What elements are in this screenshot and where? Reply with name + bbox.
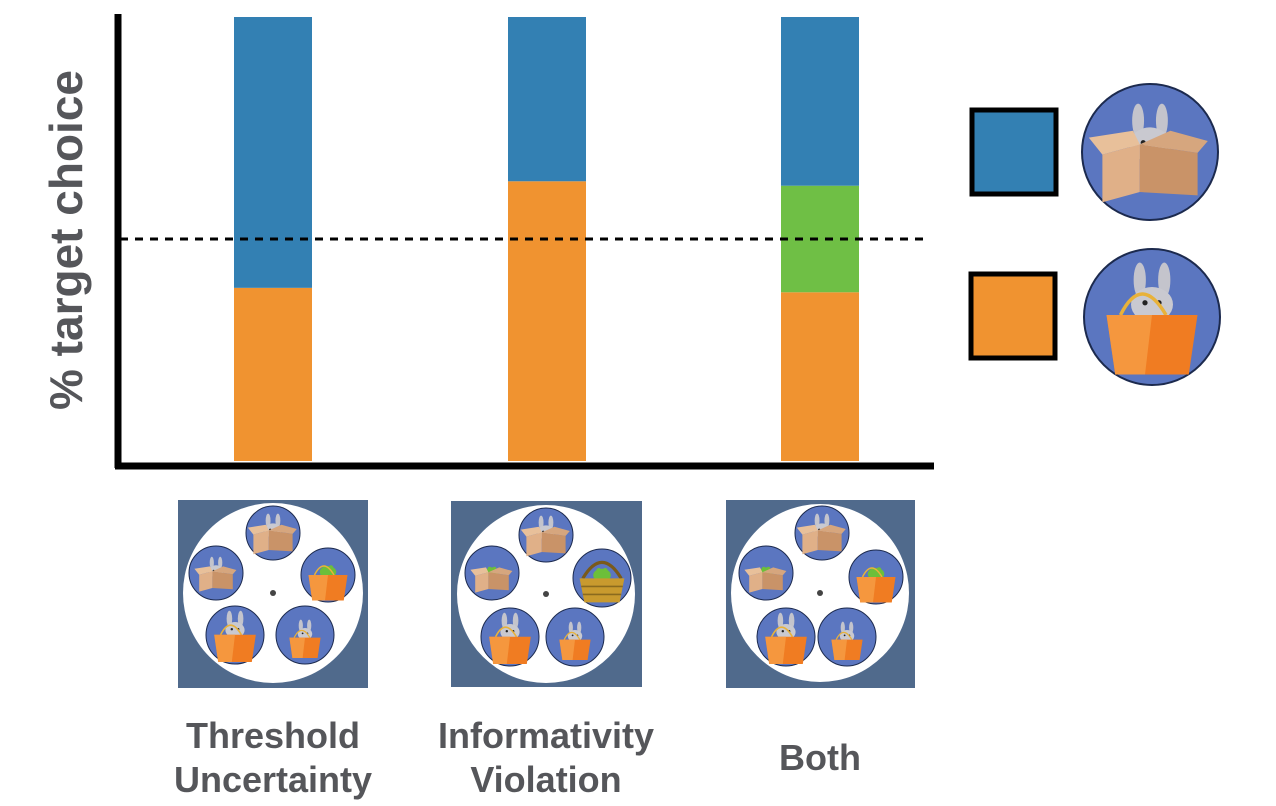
frog-in-box-icon bbox=[470, 566, 513, 593]
bar-segment-orange-1 bbox=[508, 181, 586, 461]
frog-in-box-icon bbox=[744, 566, 787, 593]
bar-segment-blue-1 bbox=[508, 17, 586, 182]
x-tick-label-both: Both bbox=[779, 737, 861, 778]
x-tick-label-informativity: Informativity Violation bbox=[437, 715, 655, 800]
x-tick-label-threshold: Threshold Uncertainty bbox=[173, 715, 373, 800]
stimulus-panel-both bbox=[726, 500, 915, 688]
legend bbox=[968, 83, 1221, 386]
stimulus-panel-threshold bbox=[178, 500, 368, 688]
bar-segment-blue-0 bbox=[234, 17, 312, 288]
y-axis-label: % target choice bbox=[40, 70, 92, 410]
stimulus-panel-informativity bbox=[451, 501, 642, 687]
legend-swatch-blue bbox=[969, 107, 1059, 197]
legend-swatch-orange bbox=[968, 271, 1058, 361]
bar-segment-blue-2 bbox=[781, 17, 859, 186]
bar-segment-orange-2 bbox=[781, 292, 859, 461]
bar-segment-orange-0 bbox=[234, 287, 312, 461]
